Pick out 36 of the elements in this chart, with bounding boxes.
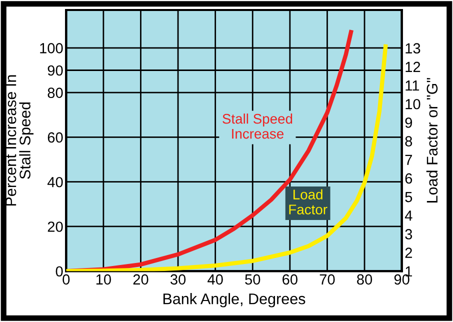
y-tick-label: 80	[48, 88, 63, 98]
x-tick-label: 40	[208, 274, 223, 285]
y2-tick-label: 3	[405, 229, 412, 240]
y-tick-label: 40	[47, 176, 63, 188]
x-tick-label: 70	[320, 274, 335, 285]
y2-axis-title: Load Factor or "G"	[426, 78, 438, 202]
y2-tick-label: 5	[405, 192, 412, 202]
y-tick-label: 90	[48, 65, 63, 76]
y-tick-label: 0	[56, 266, 63, 277]
line-series	[66, 42, 388, 272]
x-tick-label: 60	[282, 274, 298, 285]
y2-tick-label: 12	[406, 62, 420, 72]
x-tick-label: 10	[96, 274, 111, 285]
x-tick-label: 30	[170, 274, 186, 285]
x-tick-label: 20	[133, 274, 148, 285]
x-tick-label: 80	[357, 274, 372, 285]
series-label: Stall Speed Increase	[222, 114, 292, 139]
y-tick-label: 20	[48, 222, 63, 232]
y2-tick-label: 2	[405, 248, 412, 258]
series-label: Load Factor	[289, 189, 328, 214]
y-tick-label: 100	[40, 43, 63, 54]
y2-tick-label: 8	[405, 136, 412, 146]
y2-tick-label: 6	[405, 173, 412, 184]
x-axis-title: Bank Angle, Degrees	[163, 293, 306, 308]
y-axis-title: Percent Increase In Stall Speed	[6, 75, 34, 206]
y2-tick-label: 7	[405, 154, 412, 165]
x-tick-label: 0	[62, 274, 70, 285]
y2-tick-label: 1	[406, 266, 412, 276]
y2-tick-label: 9	[405, 118, 412, 128]
x-tick-label: 50	[245, 274, 260, 285]
y2-tick-label: 13	[406, 43, 420, 54]
y2-tick-label: 4	[404, 210, 412, 221]
y2-tick-label: 11	[406, 80, 420, 91]
y-tick-label: 60	[48, 132, 63, 143]
x-tick-label: 90	[394, 274, 410, 285]
y2-tick-label: 10	[406, 98, 420, 110]
